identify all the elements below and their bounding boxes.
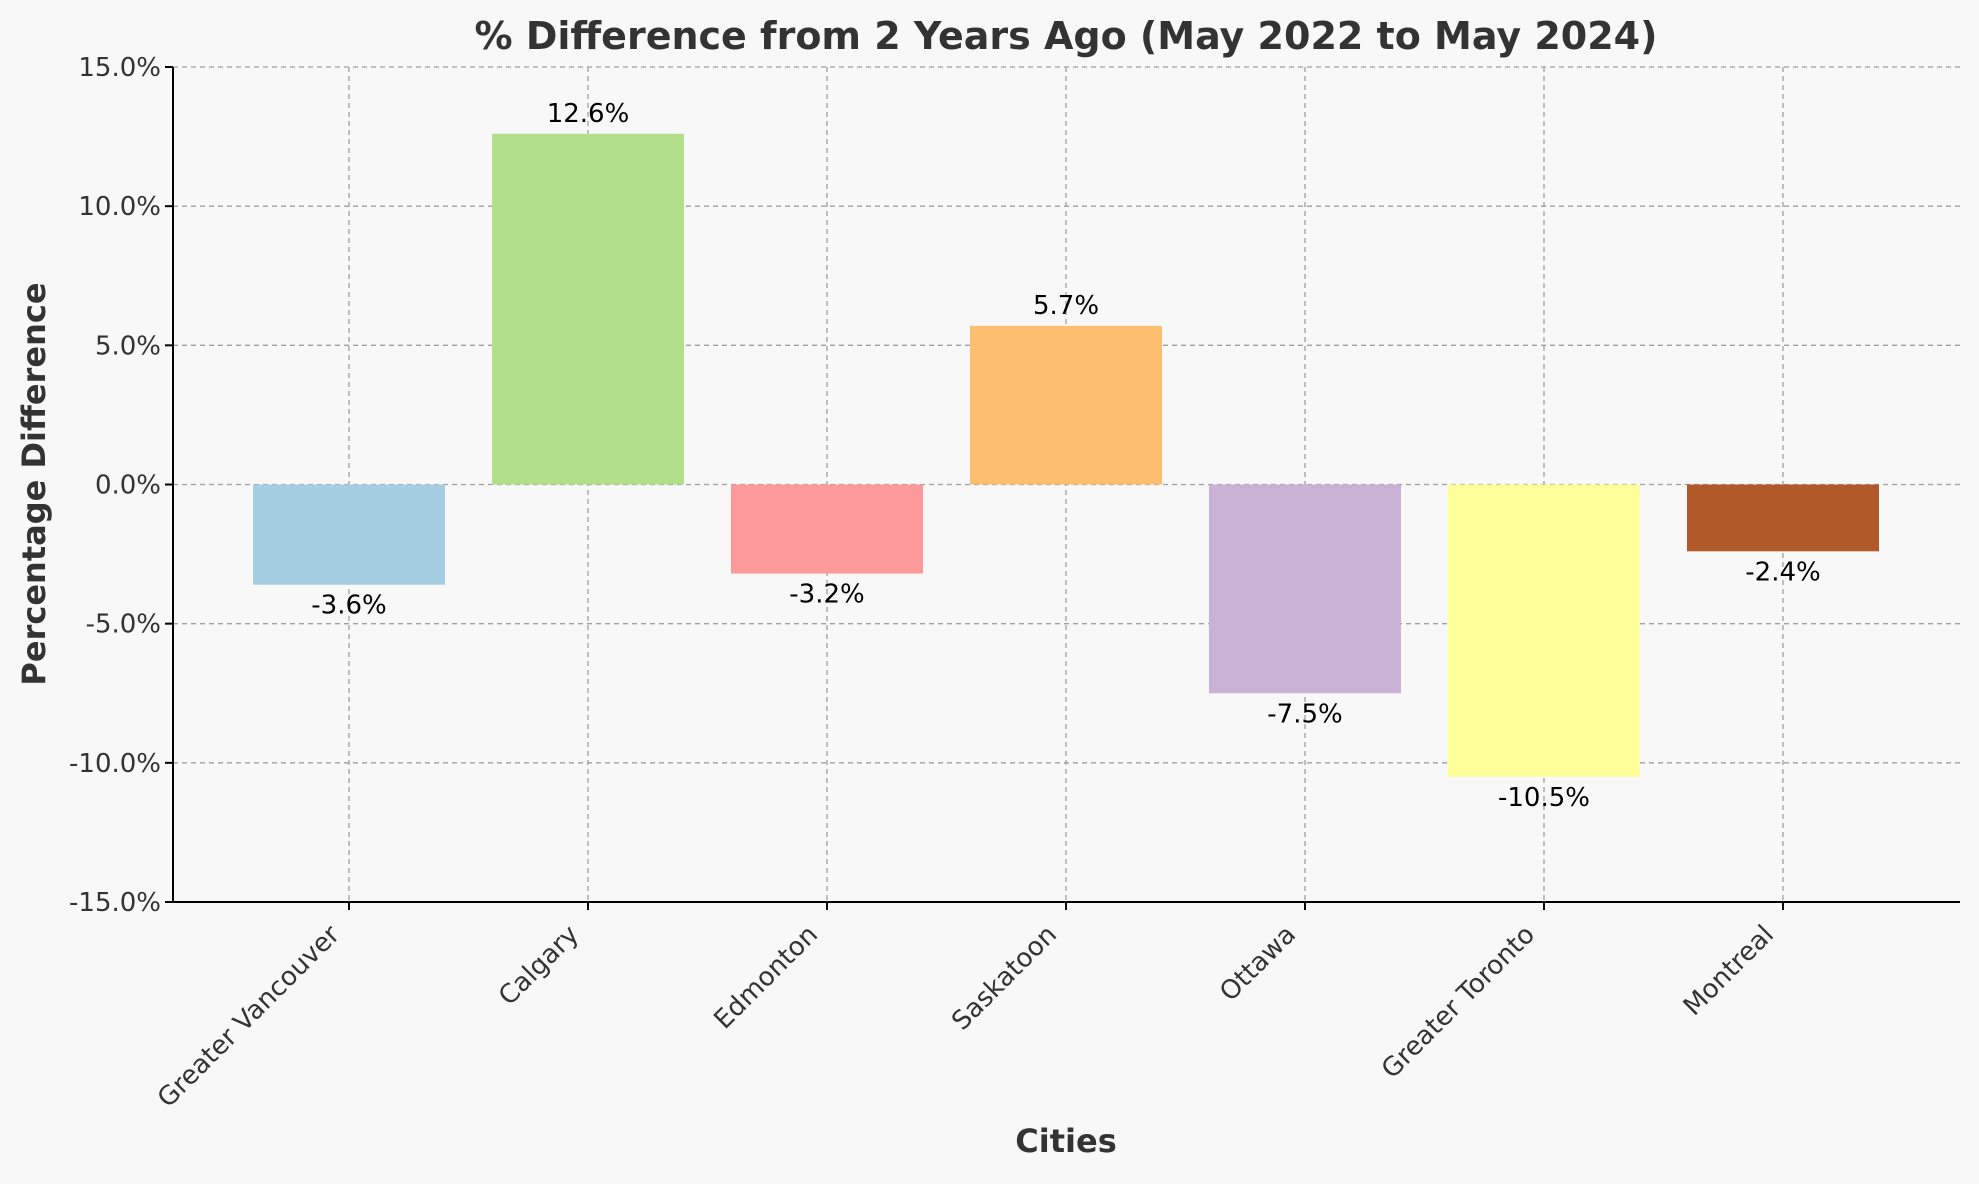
chart-title: % Difference from 2 Years Ago (May 2022 … [475, 14, 1658, 58]
bar [1209, 484, 1401, 694]
bar [492, 133, 684, 485]
x-tick-label: Edmonton [709, 920, 824, 1035]
data-label: -10.5% [1498, 783, 1590, 813]
bar [1448, 484, 1640, 777]
x-ticks: Greater Vancouver Calgary Edmonton Saskatoo… [152, 902, 1784, 1114]
y-tick-label: 0.0% [95, 471, 161, 501]
y-tick-label: 10.0% [78, 192, 161, 222]
x-tick-label: Ottawa [1214, 920, 1302, 1008]
data-label: -7.5% [1267, 699, 1342, 729]
bar [731, 484, 923, 574]
y-tick-label: -5.0% [86, 610, 161, 640]
x-axis-title: Cities [1015, 1122, 1116, 1160]
bars [253, 133, 1879, 777]
bar [970, 325, 1162, 485]
x-tick-label: Saskatoon [946, 920, 1063, 1037]
y-tick-label: 15.0% [78, 53, 161, 83]
data-label: -3.2% [789, 580, 864, 610]
y-axis-title: Percentage Difference [15, 282, 53, 685]
data-label: -2.4% [1745, 557, 1820, 587]
x-tick-label: Greater Toronto [1376, 920, 1541, 1085]
x-tick-label: Montreal [1678, 920, 1780, 1022]
data-label: 5.7% [1033, 291, 1099, 321]
y-ticks: -15.0% -10.0% -5.0% 0.0% 5.0% 10.0% 15.0% [69, 53, 173, 918]
data-label: 12.6% [547, 99, 630, 129]
x-tick-label: Calgary [493, 920, 585, 1012]
y-tick-label: -15.0% [69, 888, 161, 918]
data-label: -3.6% [311, 591, 386, 621]
y-tick-label: -10.0% [69, 749, 161, 779]
data-labels: -3.6% 12.6% -3.2% 5.7% -7.5% -10.5% -2.4% [311, 99, 1820, 813]
x-tick-label: Greater Vancouver [152, 920, 346, 1114]
bar [1687, 484, 1879, 552]
bar [253, 484, 445, 585]
y-tick-label: 5.0% [95, 331, 161, 361]
